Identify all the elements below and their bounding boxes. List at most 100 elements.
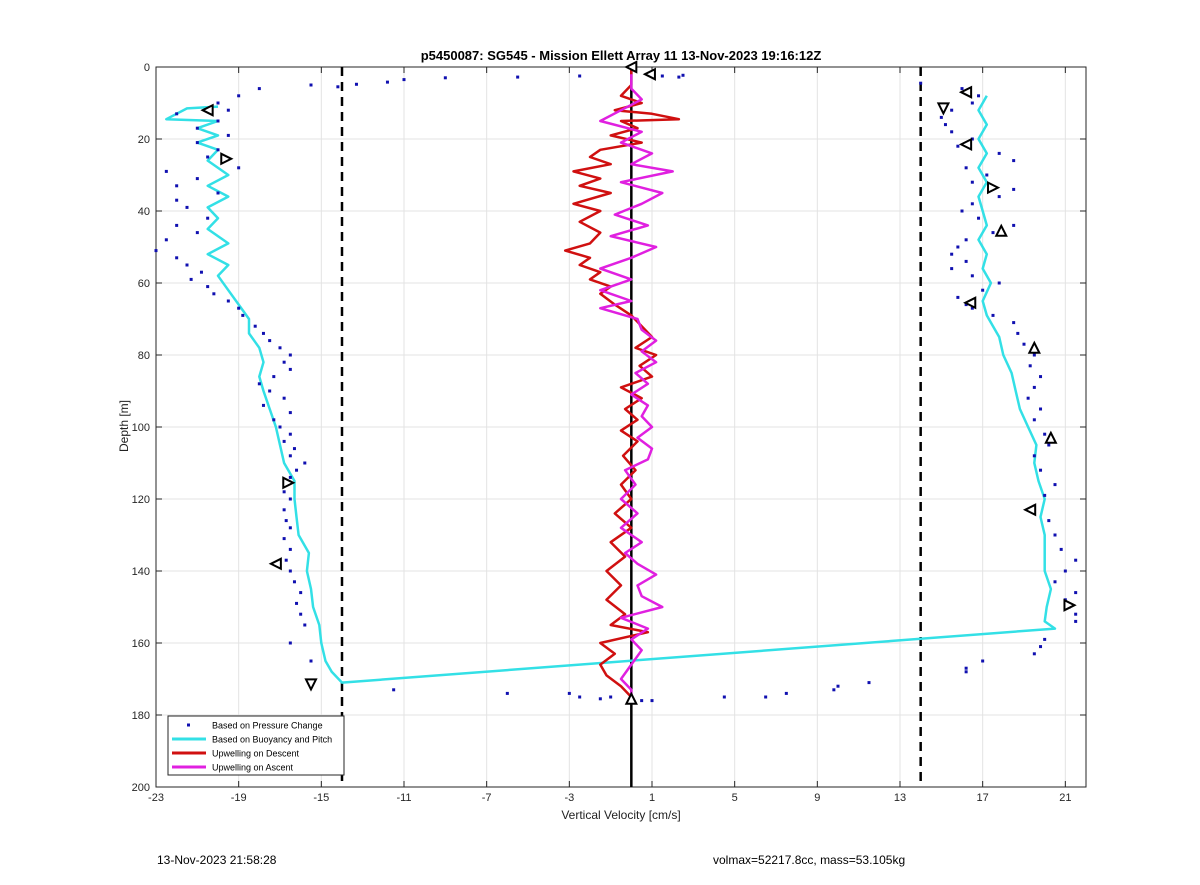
triangle-marker [936,102,951,116]
pressure-change-point [272,375,276,379]
pressure-change-point [257,382,261,386]
series-group [154,67,1078,703]
pressure-change-point [1053,533,1057,537]
pressure-change-point [282,360,286,364]
pressure-change-point [977,94,981,98]
pressure-change-point [175,223,179,227]
pressure-change-point [216,191,220,195]
pressure-change-point [268,339,272,343]
pressure-change-point [985,173,989,177]
legend-swatch [187,723,190,727]
pressure-change-point [282,439,286,443]
pressure-change-point [660,74,664,78]
pressure-change-point [292,447,296,451]
y-tick-label: 120 [132,494,150,506]
pressure-change-point [950,267,954,271]
pressure-change-point [836,684,840,688]
pressure-change-point [1028,364,1032,368]
pressure-change-point [1022,342,1026,346]
x-tick-label: -19 [231,792,247,804]
pressure-change-point [402,78,406,82]
y-tick-label: 80 [138,350,150,362]
pressure-change-point [288,497,292,501]
pressure-change-point [303,623,307,627]
pressure-change-point [650,699,654,703]
pressure-change-point [997,195,1001,199]
pressure-change-point [195,231,199,235]
pressure-change-point [199,270,203,274]
pressure-change-point [226,133,230,137]
triangle-marker [268,557,282,571]
triangle-marker [624,60,638,74]
pressure-change-point [226,108,230,112]
pressure-change-point [164,169,168,173]
pressure-change-point [185,263,189,267]
legend-label: Based on Pressure Change [212,721,323,731]
triangle-marker [1027,340,1041,354]
pressure-change-point [1074,619,1078,623]
pressure-change-point [832,688,836,692]
pressure-change-point [288,353,292,357]
pressure-change-point [1043,637,1047,641]
legend-label: Upwelling on Ascent [212,763,294,773]
pressure-change-point [288,526,292,530]
pressure-change-point [216,119,220,123]
pressure-change-point [784,691,788,695]
legend-box [167,715,345,776]
x-tick-label: -11 [396,792,411,804]
pressure-change-point [303,461,307,465]
pressure-change-point [253,324,257,328]
pressure-change-point [505,691,509,695]
y-tick-label: 40 [138,206,150,218]
triangle-marker [958,85,973,99]
triangle-marker [987,180,1001,195]
pressure-change-point [1039,468,1043,472]
pressure-change-point [964,670,968,674]
pressure-change-point [212,292,216,296]
pressure-change-point [216,101,220,105]
pressure-change-point [282,396,286,400]
pressure-change-point [950,130,954,134]
x-tick-label: -23 [148,792,164,804]
pressure-change-point [997,281,1001,285]
pressure-change-point [1053,483,1057,487]
pressure-change-point [272,418,276,422]
triangle-marker [958,137,973,152]
y-axis-label: Depth [m] [117,400,131,452]
x-tick-label: 21 [1059,792,1071,804]
pressure-change-point [268,389,272,393]
pressure-change-point [598,697,602,701]
pressure-change-point [261,331,265,335]
pressure-change-point [175,184,179,188]
pressure-change-point [278,425,282,429]
pressure-change-point [392,688,396,692]
pressure-change-point [282,537,286,541]
pressure-change-point [943,123,947,127]
triangle-marker [1044,430,1058,444]
pressure-change-point [206,285,210,289]
pressure-change-point [295,601,299,605]
pressure-change-point [288,641,292,645]
pressure-change-point [1012,321,1016,325]
pressure-change-point [195,141,199,145]
legend-label: Upwelling on Descent [212,749,300,759]
pressure-change-point [609,695,613,699]
triangle-marker [200,103,214,117]
pressure-change-point [282,508,286,512]
triangle-marker [304,678,318,692]
pressure-change-point [960,209,964,213]
pressure-change-point [764,695,768,699]
pressure-change-point [516,75,520,79]
pressure-change-point [282,490,286,494]
pressure-change-point [1026,396,1030,400]
upwelling-on-ascent-line [599,74,674,701]
pressure-change-point [288,432,292,436]
pressure-change-point [288,367,292,371]
x-tick-label: 9 [814,792,820,804]
pressure-change-point [175,112,179,116]
pressure-change-point [1012,159,1016,163]
pressure-change-point [1047,519,1051,523]
pressure-change-point [1043,432,1047,436]
pressure-change-point [970,274,974,278]
